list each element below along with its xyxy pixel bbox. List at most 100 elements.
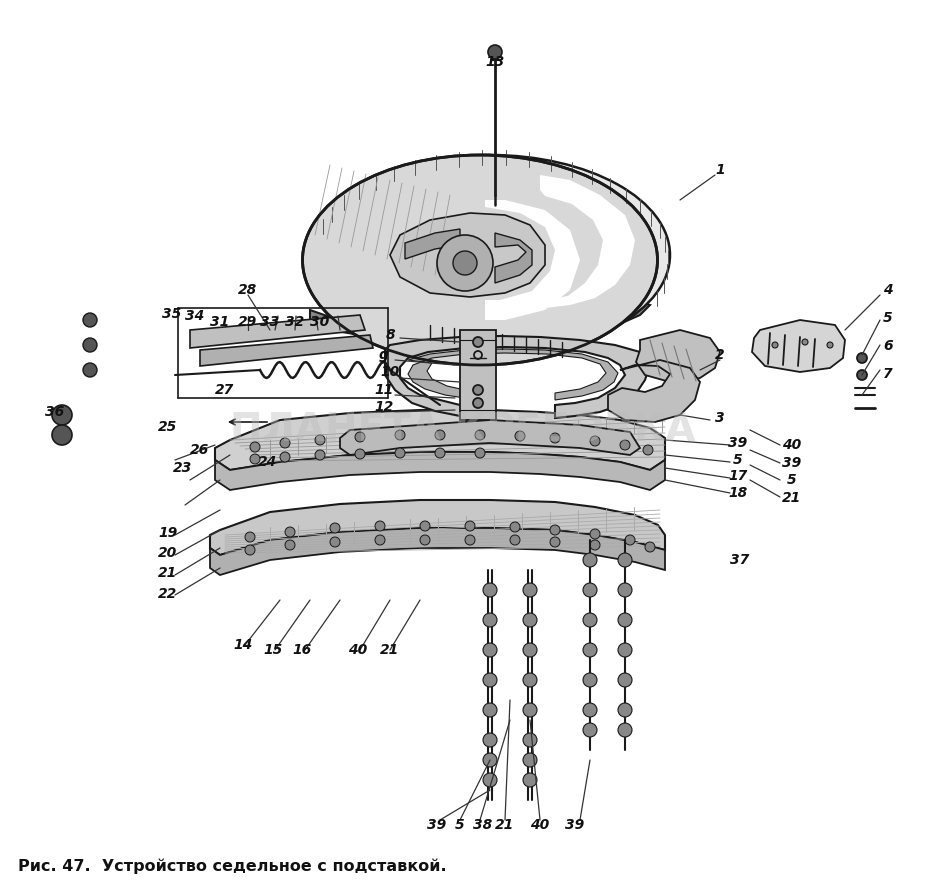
Circle shape <box>355 432 365 442</box>
Circle shape <box>83 363 97 377</box>
Polygon shape <box>752 320 845 372</box>
Circle shape <box>643 445 653 455</box>
Polygon shape <box>215 410 665 470</box>
Circle shape <box>510 535 520 545</box>
Circle shape <box>245 532 255 542</box>
Circle shape <box>483 703 497 717</box>
Circle shape <box>250 454 260 464</box>
Circle shape <box>483 613 497 627</box>
Text: 31: 31 <box>210 315 230 329</box>
Circle shape <box>523 733 537 747</box>
Circle shape <box>395 430 405 440</box>
Circle shape <box>618 643 632 657</box>
Text: 5: 5 <box>787 473 796 487</box>
Circle shape <box>280 452 290 462</box>
Circle shape <box>583 553 597 567</box>
Text: 38: 38 <box>473 818 493 832</box>
Circle shape <box>473 337 483 347</box>
Circle shape <box>618 673 632 687</box>
Ellipse shape <box>310 155 670 355</box>
Circle shape <box>375 521 385 531</box>
Polygon shape <box>215 452 665 490</box>
Circle shape <box>483 733 497 747</box>
Circle shape <box>250 442 260 452</box>
Circle shape <box>645 542 655 552</box>
Circle shape <box>523 583 537 597</box>
Text: 20: 20 <box>158 546 178 560</box>
Text: 27: 27 <box>216 383 234 397</box>
Circle shape <box>550 525 560 535</box>
Circle shape <box>483 583 497 597</box>
Text: 39: 39 <box>566 818 584 832</box>
Polygon shape <box>340 420 640 455</box>
Circle shape <box>523 773 537 787</box>
Circle shape <box>83 338 97 352</box>
Text: 4: 4 <box>883 283 893 297</box>
Text: 37: 37 <box>731 553 750 567</box>
Polygon shape <box>210 528 665 575</box>
Circle shape <box>618 553 632 567</box>
Circle shape <box>473 385 483 395</box>
Polygon shape <box>495 233 532 283</box>
Circle shape <box>590 436 600 446</box>
Circle shape <box>857 370 867 380</box>
Text: 19: 19 <box>158 526 178 540</box>
Circle shape <box>625 535 635 545</box>
Circle shape <box>583 613 597 627</box>
Circle shape <box>395 448 405 458</box>
Text: 36: 36 <box>45 405 65 419</box>
Circle shape <box>437 235 493 291</box>
Circle shape <box>590 529 600 539</box>
Circle shape <box>473 398 483 408</box>
Circle shape <box>315 450 325 460</box>
Text: 21: 21 <box>495 818 515 832</box>
Circle shape <box>523 753 537 767</box>
Circle shape <box>515 431 525 441</box>
Text: 21: 21 <box>381 643 400 657</box>
Text: 32: 32 <box>285 315 305 329</box>
Text: 34: 34 <box>185 309 205 323</box>
Circle shape <box>245 545 255 555</box>
Circle shape <box>483 753 497 767</box>
Circle shape <box>315 435 325 445</box>
Circle shape <box>52 425 72 445</box>
Circle shape <box>583 643 597 657</box>
Ellipse shape <box>303 155 657 365</box>
Text: 10: 10 <box>381 365 400 379</box>
Text: 6: 6 <box>883 339 893 353</box>
Polygon shape <box>210 500 665 555</box>
Circle shape <box>510 522 520 532</box>
Text: ПЛАНЕТА КРЕБОВКА: ПЛАНЕТА КРЕБОВКА <box>231 411 695 449</box>
Circle shape <box>618 703 632 717</box>
Text: 35: 35 <box>162 307 181 321</box>
Circle shape <box>583 703 597 717</box>
Text: 17: 17 <box>729 469 747 483</box>
Polygon shape <box>608 360 700 422</box>
Polygon shape <box>460 330 496 420</box>
Text: 16: 16 <box>293 643 312 657</box>
Circle shape <box>620 440 630 450</box>
Polygon shape <box>390 213 545 297</box>
Text: 5: 5 <box>733 453 743 467</box>
Circle shape <box>330 523 340 533</box>
Circle shape <box>550 537 560 547</box>
Circle shape <box>420 535 430 545</box>
Circle shape <box>285 540 295 550</box>
Circle shape <box>475 430 485 440</box>
Circle shape <box>435 430 445 440</box>
Polygon shape <box>485 200 580 320</box>
Text: 8: 8 <box>385 328 394 342</box>
Circle shape <box>375 535 385 545</box>
Circle shape <box>583 723 597 737</box>
Circle shape <box>772 342 778 348</box>
Text: 7: 7 <box>883 367 893 381</box>
Text: 33: 33 <box>260 315 280 329</box>
Circle shape <box>483 673 497 687</box>
Text: 26: 26 <box>191 443 209 457</box>
Text: 2: 2 <box>715 348 725 362</box>
Circle shape <box>355 449 365 459</box>
Text: 40: 40 <box>348 643 368 657</box>
Circle shape <box>52 405 72 425</box>
Text: 14: 14 <box>233 638 253 652</box>
Circle shape <box>618 583 632 597</box>
